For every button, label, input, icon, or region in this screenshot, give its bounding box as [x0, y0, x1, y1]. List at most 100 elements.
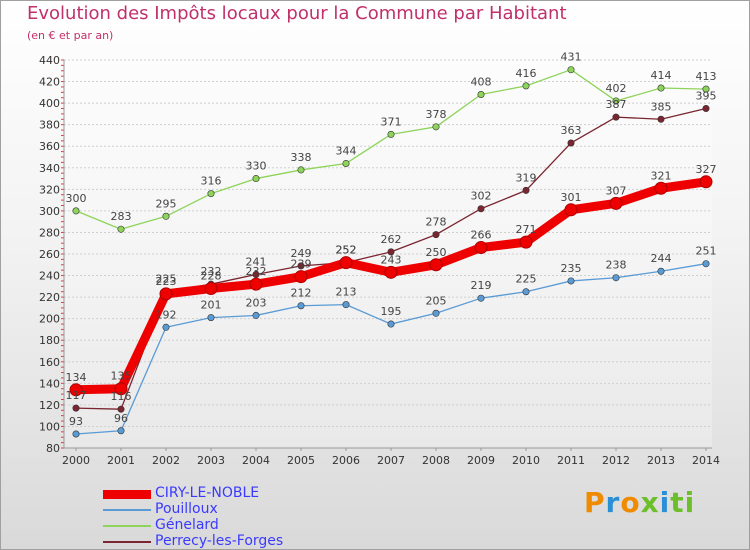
data-label: 266	[471, 229, 492, 242]
data-label: 205	[426, 294, 447, 307]
data-label: 213	[336, 286, 357, 299]
data-label: 96	[114, 412, 128, 425]
brand-letter: i	[659, 486, 671, 519]
y-tick-label: 420	[39, 76, 60, 89]
data-label: 371	[381, 115, 402, 128]
y-tick-label: 100	[39, 420, 60, 433]
brand-letter: i	[684, 486, 696, 519]
data-label: 387	[606, 98, 627, 111]
data-point	[612, 274, 620, 282]
data-label: 252	[336, 244, 357, 257]
data-label: 431	[561, 51, 582, 64]
data-label: 271	[516, 223, 537, 236]
y-tick-label: 280	[39, 226, 60, 239]
data-label: 243	[381, 253, 402, 266]
data-point	[567, 66, 575, 74]
data-label: 385	[651, 100, 672, 113]
data-label: 316	[201, 175, 222, 188]
legend-label: Génelard	[155, 517, 219, 533]
data-label: 378	[426, 108, 447, 121]
data-label: 135	[111, 370, 132, 383]
data-label: 116	[111, 390, 132, 403]
data-point	[117, 427, 125, 435]
data-label: 283	[111, 210, 132, 223]
data-point	[342, 301, 350, 309]
data-label: 195	[381, 305, 402, 318]
data-point	[72, 430, 80, 438]
x-tick-label: 2005	[287, 454, 315, 467]
data-label: 134	[66, 371, 87, 384]
data-label: 363	[561, 124, 582, 137]
legend-swatch	[103, 489, 151, 499]
data-point	[657, 267, 665, 275]
data-label: 192	[156, 308, 177, 321]
data-label: 219	[471, 279, 492, 292]
data-label: 327	[696, 163, 717, 176]
data-point	[297, 262, 305, 270]
y-tick-label: 320	[39, 183, 60, 196]
data-point	[612, 97, 620, 105]
data-label: 321	[651, 169, 672, 182]
data-point	[207, 314, 215, 322]
y-tick-label: 260	[39, 248, 60, 261]
legend-swatch	[103, 541, 151, 543]
data-point	[249, 277, 263, 291]
data-point	[297, 302, 305, 310]
data-point	[159, 287, 173, 301]
data-point	[657, 115, 665, 123]
data-point	[564, 203, 578, 217]
data-point	[522, 186, 530, 194]
data-point	[384, 265, 398, 279]
data-point	[162, 212, 170, 220]
data-label: 408	[471, 75, 492, 88]
data-label: 244	[651, 252, 672, 265]
x-tick-label: 2008	[422, 454, 450, 467]
data-point	[477, 294, 485, 302]
legend-label: Perrecy-les-Forges	[155, 533, 284, 549]
y-tick-label: 240	[39, 270, 60, 283]
legend-label: Pouilloux	[155, 501, 218, 517]
data-label: 117	[66, 389, 87, 402]
data-point	[567, 139, 575, 147]
data-point	[297, 166, 305, 174]
data-point	[474, 241, 488, 255]
data-point	[432, 309, 440, 317]
y-tick-label: 140	[39, 377, 60, 390]
data-label: 278	[426, 216, 447, 229]
data-label: 301	[561, 191, 582, 204]
data-point	[702, 260, 710, 268]
y-tick-label: 80	[46, 442, 60, 455]
data-point	[702, 105, 710, 113]
data-label: 250	[426, 246, 447, 259]
data-point	[204, 281, 218, 295]
data-label: 235	[561, 262, 582, 275]
chart-subtitle: (en € et par an)	[27, 29, 114, 42]
y-tick-label: 340	[39, 162, 60, 175]
x-tick-label: 2013	[647, 454, 675, 467]
data-point	[699, 175, 713, 189]
data-label: 416	[516, 67, 537, 80]
x-tick-label: 2006	[332, 454, 360, 467]
data-label: 338	[291, 151, 312, 164]
y-tick-label: 200	[39, 313, 60, 326]
data-point	[387, 248, 395, 256]
brand-logo: Proxiti	[584, 486, 695, 519]
data-label: 232	[246, 265, 267, 278]
data-point	[432, 231, 440, 239]
data-label: 241	[246, 255, 267, 268]
data-point	[702, 85, 710, 93]
data-label: 228	[201, 269, 222, 282]
data-label: 203	[246, 296, 267, 309]
data-label: 262	[381, 233, 402, 246]
data-label: 319	[516, 171, 537, 184]
x-tick-label: 2001	[107, 454, 135, 467]
y-tick-label: 180	[39, 334, 60, 347]
data-point	[654, 181, 668, 195]
x-tick-label: 2014	[692, 454, 720, 467]
brand-letter: x	[640, 486, 660, 519]
data-point	[72, 207, 80, 215]
data-label: 414	[651, 69, 672, 82]
data-label: 395	[696, 90, 717, 103]
data-point	[522, 82, 530, 90]
